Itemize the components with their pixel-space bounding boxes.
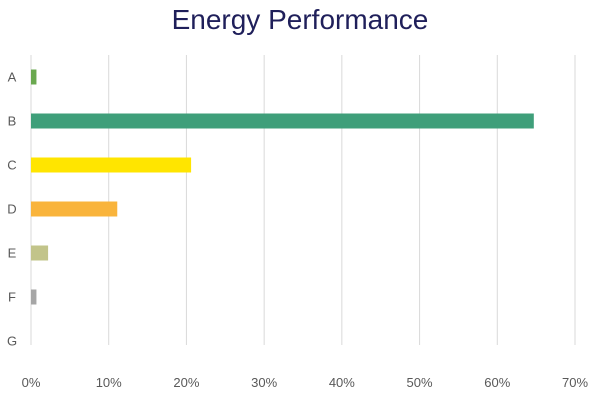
y-tick-label: E	[8, 246, 17, 261]
y-tick-label: C	[7, 158, 16, 173]
bar-a	[31, 69, 37, 85]
x-tick-label: 40%	[329, 375, 355, 390]
x-tick-label: 60%	[484, 375, 510, 390]
bar-b	[31, 113, 534, 129]
y-tick-label: G	[7, 334, 17, 349]
y-tick-label: B	[8, 114, 17, 129]
y-tick-label: F	[8, 290, 16, 305]
y-tick-label: D	[7, 202, 16, 217]
x-tick-label: 20%	[173, 375, 199, 390]
x-tick-label: 30%	[251, 375, 277, 390]
x-tick-label: 50%	[407, 375, 433, 390]
bar-d	[31, 201, 118, 217]
bar-c	[31, 157, 192, 173]
x-tick-label: 70%	[562, 375, 588, 390]
x-tick-label: 10%	[96, 375, 122, 390]
x-tick-label: 0%	[22, 375, 41, 390]
y-tick-label: A	[8, 70, 17, 85]
bar-f	[31, 289, 37, 305]
bar-e	[31, 245, 49, 261]
chart-title: Energy Performance	[171, 4, 429, 35]
